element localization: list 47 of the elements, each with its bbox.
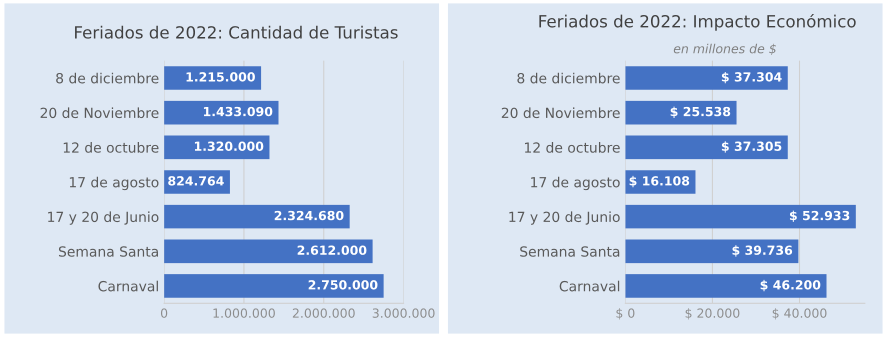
bar [625, 204, 856, 228]
chart-title: Feriados de 2022: Cantidad de Turistas [75, 26, 398, 39]
x-tick-label: 3.000.000 [372, 308, 435, 318]
chart-subtitle: en millones de $ [674, 44, 776, 56]
data-label: 824.764 [168, 176, 224, 186]
y-tick-label: 20 de Noviembre [40, 107, 158, 118]
data-label: $ 39.736 [732, 245, 792, 257]
data-label: $ 46.200 [760, 280, 820, 292]
data-label: 1.433.090 [204, 106, 272, 116]
y-tick-label: 12 de octubre [64, 142, 158, 153]
y-tick-label: Carnaval [560, 280, 620, 292]
data-label: 2.750.000 [308, 280, 378, 290]
bar [164, 274, 384, 298]
x-tick-label: 2.000.000 [292, 308, 355, 318]
y-tick-label: Semana Santa [520, 246, 620, 257]
y-tick-label: Carnaval [98, 280, 158, 292]
bar [625, 240, 798, 264]
y-tick-label: Semana Santa [58, 246, 158, 257]
bar [625, 136, 788, 160]
data-label: 1.320.000 [194, 141, 264, 151]
bar [164, 240, 373, 264]
y-tick-label: 12 de octubre [524, 142, 620, 153]
y-tick-label: 8 de diciembre [517, 72, 620, 84]
bar [625, 274, 827, 298]
x-tick-label: $ 20.000 [686, 308, 740, 320]
y-tick-label: 17 y 20 de Junio [48, 211, 158, 225]
y-tick-label: 17 de agosto [70, 176, 158, 190]
bar [164, 204, 350, 228]
bar [625, 66, 788, 90]
y-tick-label: 17 y 20 de Junio [509, 211, 620, 225]
bar [625, 100, 737, 124]
data-label: $ 37.305 [722, 141, 782, 153]
x-tick-label: $ 0 [616, 308, 634, 320]
chart-title: Feriados de 2022: Impacto Económico [539, 14, 856, 31]
data-label: $ 25.538 [670, 106, 730, 118]
data-label: 1.215.000 [186, 72, 255, 82]
data-label: $ 52.933 [790, 210, 850, 222]
data-label: $ 16.108 [630, 176, 690, 188]
x-tick-label: $ 40.000 [772, 308, 827, 320]
x-tick-label: 1.000.000 [213, 308, 275, 318]
y-tick-label: 8 de diciembre [56, 72, 158, 84]
x-tick-label: 0 [160, 308, 168, 318]
y-tick-label: 20 de Noviembre [502, 107, 620, 118]
y-tick-label: 17 de agosto [531, 176, 620, 190]
data-label: 2.324.680 [274, 210, 344, 220]
data-label: $ 37.304 [722, 72, 782, 84]
data-label: 2.612.000 [298, 245, 366, 255]
